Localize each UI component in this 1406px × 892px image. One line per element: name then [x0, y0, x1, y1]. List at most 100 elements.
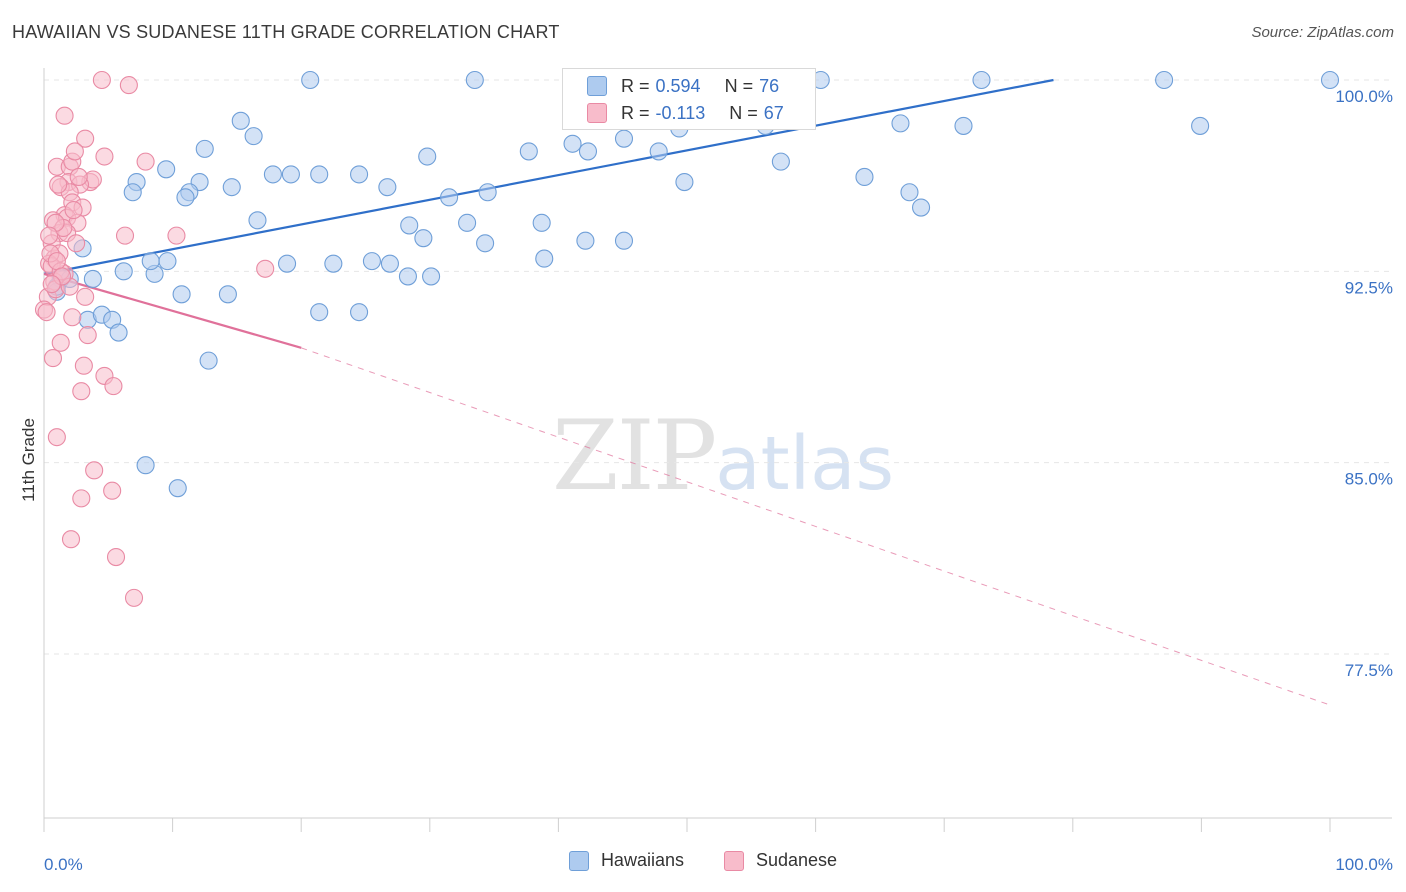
- sudanese-point: [119, 76, 138, 95]
- hawaiians-point: [578, 142, 598, 161]
- legend-swatch-hawaiians: [568, 850, 589, 871]
- sudanese-point: [69, 167, 88, 186]
- sudanese-point: [78, 326, 97, 345]
- hawaiians-point: [972, 70, 991, 90]
- y-tick-label: 92.5%: [1345, 278, 1393, 297]
- hawaiians-point: [465, 70, 484, 90]
- legend-r-value: -0.113: [655, 102, 706, 123]
- hawaiians-point: [310, 303, 329, 322]
- hawaiians-point: [912, 198, 931, 217]
- watermark-zip: ZIP: [552, 400, 717, 512]
- hawaiians-point: [380, 254, 399, 273]
- hawaiians-point: [563, 134, 582, 153]
- sudanese-point: [115, 226, 135, 245]
- sudanese-trend-extension: [301, 347, 1331, 706]
- hawaiians-point: [1320, 70, 1340, 90]
- legend-r-value: 0.594: [655, 75, 701, 96]
- hawaiians-point: [1191, 116, 1210, 135]
- hawaiians-trend-line: [43, 78, 1054, 275]
- sudanese-point: [64, 201, 83, 220]
- legend-n-value: 67: [763, 102, 784, 123]
- hawaiians-point: [168, 479, 187, 498]
- series-legend: Hawaiians Sudanese: [0, 850, 1406, 871]
- hawaiians-point: [157, 160, 176, 179]
- sudanese-point: [63, 308, 82, 327]
- trend-lines: [43, 78, 1331, 706]
- hawaiians-point: [649, 142, 668, 161]
- watermark: ZIPatlas: [552, 400, 894, 512]
- x-tick-label: 0.0%: [44, 855, 83, 874]
- legend-row-sudanese: R = -0.113 N = 67: [587, 101, 784, 125]
- chart-title: HAWAIIAN VS SUDANESE 11TH GRADE CORRELAT…: [12, 22, 560, 42]
- hawaiians-point: [378, 178, 397, 197]
- sudanese-point: [95, 147, 114, 166]
- hawaiians-point: [109, 323, 128, 342]
- hawaiians-point: [324, 254, 343, 273]
- sudanese-point: [74, 356, 93, 375]
- hawaiians-point: [362, 252, 381, 271]
- hawaiians-point: [218, 285, 237, 304]
- y-tick-label: 85.0%: [1345, 470, 1393, 489]
- hawaiians-point: [400, 216, 419, 235]
- legend-item-sudanese[interactable]: Sudanese: [723, 850, 838, 871]
- legend-label-sudanese: Sudanese: [755, 850, 838, 870]
- hawaiians-point: [478, 183, 497, 202]
- hawaiians-point: [172, 285, 191, 304]
- hawaiians-point: [675, 172, 694, 192]
- sudanese-point: [103, 481, 122, 500]
- sudanese-point: [55, 106, 74, 125]
- legend-label-hawaiians: Hawaiians: [600, 850, 684, 870]
- sudanese-point: [167, 226, 186, 245]
- sudanese-point: [51, 333, 70, 352]
- legend-row-hawaiians: R = 0.594 N = 76: [587, 74, 779, 98]
- sudanese-point: [106, 548, 126, 567]
- chart-source: Source: ZipAtlas.com: [1251, 24, 1394, 41]
- sudanese-point: [40, 226, 59, 245]
- watermark-atlas: atlas: [715, 421, 895, 507]
- sudanese-point: [76, 287, 95, 306]
- hawaiians-point: [350, 303, 369, 322]
- hawaiians-point: [900, 183, 919, 202]
- sudanese-point: [47, 428, 66, 447]
- hawaiians-point: [422, 267, 441, 286]
- hawaiians-point: [414, 229, 433, 248]
- hawaiians-point: [310, 165, 329, 184]
- hawaiians-point: [954, 116, 973, 135]
- hawaiians-point: [278, 254, 297, 273]
- legend-n-label: N =: [729, 102, 758, 123]
- hawaiians-point: [398, 267, 417, 286]
- hawaiians-point: [263, 165, 282, 184]
- hawaiians-point: [855, 167, 874, 186]
- hawaiians-point: [199, 351, 218, 370]
- legend-n-value: 76: [759, 75, 780, 96]
- hawaiians-point: [476, 234, 495, 253]
- sudanese-point: [65, 142, 84, 161]
- data-points: [34, 70, 1340, 607]
- legend-swatch-hawaiians: [587, 76, 607, 96]
- hawaiians-point: [440, 188, 459, 207]
- hawaiians-point: [281, 165, 300, 184]
- sudanese-point: [42, 275, 61, 294]
- hawaiians-point: [176, 188, 195, 207]
- sudanese-point: [85, 461, 104, 480]
- hawaiians-point: [248, 211, 267, 230]
- hawaiians-point: [222, 178, 241, 197]
- hawaiians-point: [114, 262, 133, 281]
- hawaiians-point: [158, 252, 177, 271]
- sudanese-point: [124, 588, 144, 607]
- legend-item-hawaiians[interactable]: Hawaiians: [568, 850, 684, 871]
- y-axis-title: 11th Grade: [19, 418, 38, 502]
- tick-labels: 77.5% 85.0% 92.5% 100.0% 0.0% 100.0% 11th Grad…: [19, 87, 1393, 874]
- hawaiians-point: [136, 456, 155, 475]
- hawaiians-point: [244, 127, 263, 146]
- correlation-legend: R = 0.594 N = 76 R = -0.113 N = 67: [562, 68, 816, 130]
- sudanese-point: [92, 70, 111, 90]
- hawaiians-point: [576, 231, 595, 250]
- legend-r-label: R =: [621, 102, 650, 123]
- hawaiians-point: [535, 249, 554, 268]
- sudanese-point: [37, 303, 56, 322]
- hawaiians-point: [141, 252, 160, 271]
- hawaiians-point: [519, 142, 538, 161]
- sudanese-point: [72, 489, 91, 508]
